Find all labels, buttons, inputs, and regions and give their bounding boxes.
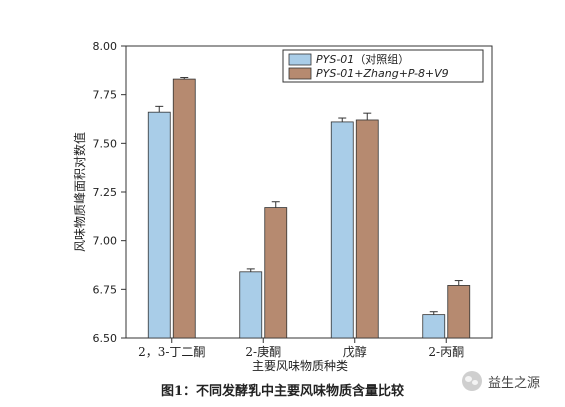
legend-swatch-treatment <box>288 67 312 80</box>
y-tick-label: 6.50 <box>93 332 118 345</box>
bar-treatment <box>172 78 196 339</box>
legend-swatch-control <box>288 53 312 66</box>
bar-treatment <box>355 119 379 339</box>
legend: PYS-01（对照组） PYS-01+Zhang+P-8+V9 <box>282 49 484 83</box>
y-axis-ticks: 8.00 7.75 7.50 7.25 7.00 6.75 6.50 <box>93 40 126 345</box>
x-tick-label: 2-丙酮 <box>428 345 464 359</box>
y-tick-label: 7.25 <box>93 186 118 199</box>
bar-control <box>330 121 354 339</box>
bar-control <box>422 314 446 339</box>
x-axis-label: 主要风味物质种类 <box>252 359 348 373</box>
x-axis-ticks: 2，3-丁二酮 2-庚酮 戊醇 2-丙酮 <box>138 338 464 359</box>
x-tick-label: 戊醇 <box>343 344 367 359</box>
wechat-icon <box>462 371 482 391</box>
bar-control <box>239 271 263 339</box>
legend-label-control: PYS-01（对照组） <box>316 52 409 66</box>
legend-box <box>282 49 484 83</box>
legend-label-treatment: PYS-01+Zhang+P-8+V9 <box>316 67 449 80</box>
x-tick-label: 2-庚酮 <box>245 344 281 359</box>
x-tick-label: 2，3-丁二酮 <box>138 345 205 359</box>
legend-label-control-note: （对照组） <box>354 52 409 66</box>
watermark: 益生之源 <box>462 371 540 391</box>
watermark-text: 益生之源 <box>488 375 541 391</box>
bar-control <box>147 111 171 339</box>
bar-treatment <box>264 207 288 339</box>
y-tick-label: 8.00 <box>93 40 118 53</box>
legend-label-control-name: PYS-01 <box>316 53 354 66</box>
bars <box>147 77 471 339</box>
y-tick-label: 6.75 <box>93 283 118 296</box>
y-tick-label: 7.50 <box>93 137 118 150</box>
y-axis-label: 风味物质峰面积对数值 <box>72 132 87 252</box>
figure-caption: 图1：不同发酵乳中主要风味物质含量比较 <box>160 384 405 399</box>
bar-chart: 8.00 7.75 7.50 7.25 7.00 6.75 6.50 2，3-丁二酮 2-庚酮… <box>72 40 493 373</box>
y-tick-label: 7.00 <box>93 235 118 248</box>
bar-treatment <box>447 285 471 339</box>
y-tick-label: 7.75 <box>93 89 118 102</box>
